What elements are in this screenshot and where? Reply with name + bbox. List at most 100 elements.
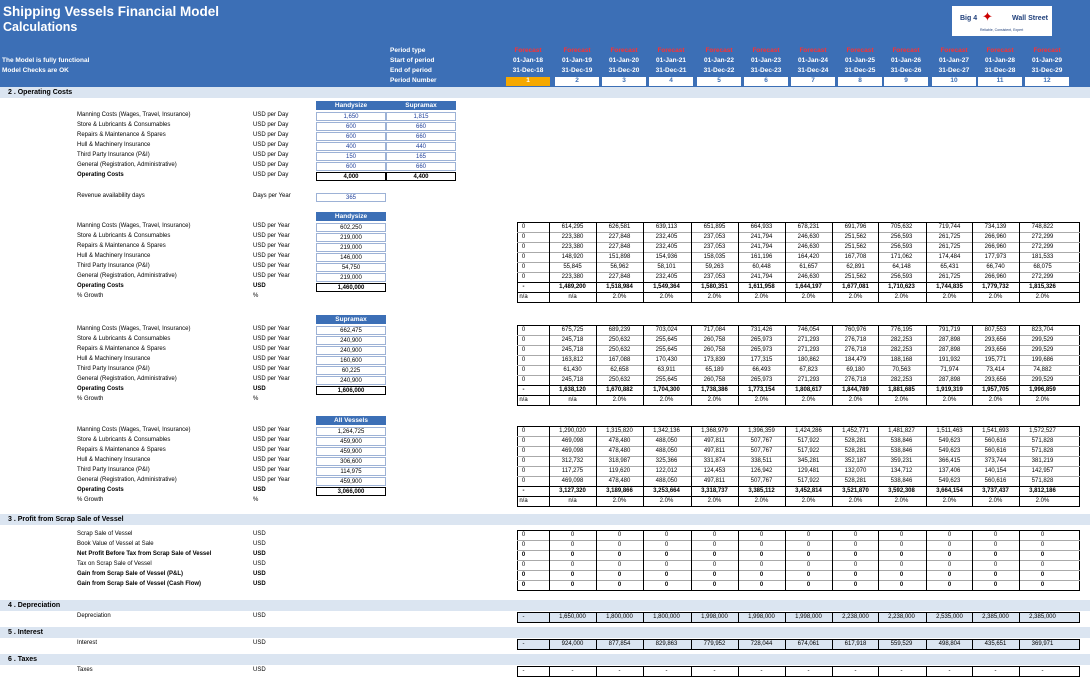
block-cell-value[interactable]: 719,744 [938, 224, 961, 230]
block-cell-value[interactable]: 2.0% [894, 294, 909, 300]
block-cell-value[interactable]: 256,593 [890, 244, 913, 250]
depreciation-cell-value[interactable]: 1,998,000 [701, 614, 728, 620]
block-cell-value[interactable]: 69,180 [846, 367, 865, 373]
block-cell-value[interactable]: n/a [519, 397, 528, 403]
block-cell-value[interactable]: 3,385,112 [748, 488, 775, 494]
scrap-cell-value[interactable]: 0 [1040, 562, 1045, 568]
scrap-cell-value[interactable]: 0 [993, 582, 998, 588]
block-base-value[interactable]: 219,000 [316, 243, 386, 252]
block-cell-value[interactable]: 180,862 [797, 357, 820, 363]
block-cell-value[interactable]: 3,664,154 [936, 488, 963, 494]
block-cell-value[interactable]: 167,708 [844, 254, 867, 260]
block-cell-value[interactable]: 507,767 [750, 448, 773, 454]
taxes-cell-value[interactable]: - [1041, 668, 1044, 674]
depreciation-cell-value[interactable]: 1,800,000 [653, 614, 680, 620]
scrap-cell-value[interactable]: 0 [664, 582, 669, 588]
block-cell-value[interactable]: 0 [521, 377, 526, 383]
block-cell-value[interactable]: 246,630 [797, 244, 820, 250]
scrap-cell-value[interactable]: 0 [899, 572, 904, 578]
availability-input[interactable]: 365 [316, 193, 386, 202]
block-cell-value[interactable]: 528,281 [844, 438, 867, 444]
block-cell-value[interactable]: 232,405 [655, 244, 678, 250]
block-cell-value[interactable]: 232,405 [655, 274, 678, 280]
block-cell-value[interactable]: 117,275 [561, 468, 584, 474]
scrap-cell-value[interactable]: 0 [806, 542, 811, 548]
block-cell-value[interactable]: 1,611,958 [748, 284, 775, 290]
block-cell-value[interactable]: 282,253 [890, 377, 913, 383]
block-cell-value[interactable]: 163,812 [561, 357, 584, 363]
scrap-cell-value[interactable]: 0 [899, 582, 904, 588]
block-cell-value[interactable]: 497,811 [703, 438, 726, 444]
depreciation-cell-value[interactable]: 1,998,000 [748, 614, 775, 620]
block-cell-value[interactable]: 276,718 [844, 347, 867, 353]
block-base-value[interactable]: 1,606,000 [316, 386, 386, 395]
block-cell-value[interactable]: 823,704 [1031, 327, 1054, 333]
scrap-cell-value[interactable]: 0 [521, 572, 526, 578]
scrap-cell-value[interactable]: 0 [853, 552, 858, 558]
block-cell-value[interactable]: 626,581 [608, 224, 631, 230]
block-base-value[interactable]: 1,460,000 [316, 283, 386, 292]
block-base-value[interactable]: 240,900 [316, 346, 386, 355]
block-cell-value[interactable]: 571,828 [1031, 478, 1054, 484]
block-cell-value[interactable]: 3,592,308 [888, 488, 915, 494]
scrap-cell-value[interactable]: 0 [617, 532, 622, 538]
block-cell-value[interactable]: 318,987 [608, 458, 631, 464]
block-cell-value[interactable]: 571,828 [1031, 448, 1054, 454]
block-cell-value[interactable]: 1,541,693 [982, 428, 1009, 434]
block-cell-value[interactable]: 1,738,386 [701, 387, 728, 393]
block-cell-value[interactable]: 1,572,527 [1029, 428, 1056, 434]
block-cell-value[interactable]: 232,405 [655, 234, 678, 240]
block-cell-value[interactable]: 2.0% [848, 397, 863, 403]
block-cell-value[interactable]: 237,053 [703, 274, 726, 280]
block-cell-value[interactable]: 560,616 [984, 478, 1007, 484]
block-cell-value[interactable]: 1,481,827 [888, 428, 915, 434]
block-cell-value[interactable]: 1,638,120 [559, 387, 586, 393]
block-cell-value[interactable]: 538,846 [890, 448, 913, 454]
block-cell-value[interactable]: 299,529 [1031, 377, 1054, 383]
scrap-cell-value[interactable]: 0 [521, 542, 526, 548]
daily-input-handysize[interactable]: 600 [316, 122, 386, 131]
scrap-cell-value[interactable]: 0 [570, 532, 575, 538]
block-cell-value[interactable]: 173,839 [703, 357, 726, 363]
taxes-cell-value[interactable]: - [900, 668, 903, 674]
block-cell-value[interactable]: 174,484 [938, 254, 961, 260]
block-cell-value[interactable]: 62,891 [846, 264, 865, 270]
block-cell-value[interactable]: 497,811 [703, 448, 726, 454]
block-cell-value[interactable]: 184,479 [844, 357, 867, 363]
interest-cell-value[interactable]: 369,971 [1031, 641, 1054, 647]
block-cell-value[interactable]: 293,656 [984, 337, 1007, 343]
block-cell-value[interactable]: 272,299 [1031, 274, 1054, 280]
block-cell-value[interactable]: 0 [521, 428, 526, 434]
scrap-cell-value[interactable]: 0 [759, 572, 764, 578]
block-cell-value[interactable]: 246,630 [797, 274, 820, 280]
depreciation-cell-value[interactable]: 1,650,000 [559, 614, 586, 620]
block-cell-value[interactable]: 664,933 [750, 224, 773, 230]
block-cell-value[interactable]: 734,139 [984, 224, 1007, 230]
taxes-cell-value[interactable]: - [760, 668, 763, 674]
scrap-cell-value[interactable]: 0 [947, 532, 952, 538]
daily-input-handysize[interactable]: 600 [316, 132, 386, 141]
block-cell-value[interactable]: 250,632 [608, 347, 631, 353]
block-cell-value[interactable]: 65,431 [940, 264, 959, 270]
block-cell-value[interactable]: 717,084 [703, 327, 726, 333]
block-cell-value[interactable]: 507,767 [750, 438, 773, 444]
block-cell-value[interactable]: 255,645 [655, 337, 678, 343]
scrap-cell-value[interactable]: 0 [759, 562, 764, 568]
block-cell-value[interactable]: 1,919,319 [936, 387, 963, 393]
block-cell-value[interactable]: 0 [521, 448, 526, 454]
block-cell-value[interactable]: 227,848 [608, 244, 631, 250]
block-cell-value[interactable]: 705,632 [890, 224, 913, 230]
block-cell-value[interactable]: 1,710,623 [888, 284, 915, 290]
scrap-cell-value[interactable]: 0 [993, 552, 998, 558]
block-base-value[interactable]: 160,600 [316, 356, 386, 365]
scrap-cell-value[interactable]: 0 [664, 532, 669, 538]
block-cell-value[interactable]: 331,874 [703, 458, 726, 464]
block-cell-value[interactable]: 675,725 [561, 327, 584, 333]
scrap-cell-value[interactable]: 0 [947, 552, 952, 558]
block-cell-value[interactable]: 223,380 [561, 244, 584, 250]
block-cell-value[interactable]: 199,686 [1031, 357, 1054, 363]
block-base-value[interactable]: 1,264,725 [316, 427, 386, 436]
scrap-cell-value[interactable]: 0 [1040, 552, 1045, 558]
block-cell-value[interactable]: n/a [568, 294, 577, 300]
block-cell-value[interactable]: 237,053 [703, 234, 726, 240]
